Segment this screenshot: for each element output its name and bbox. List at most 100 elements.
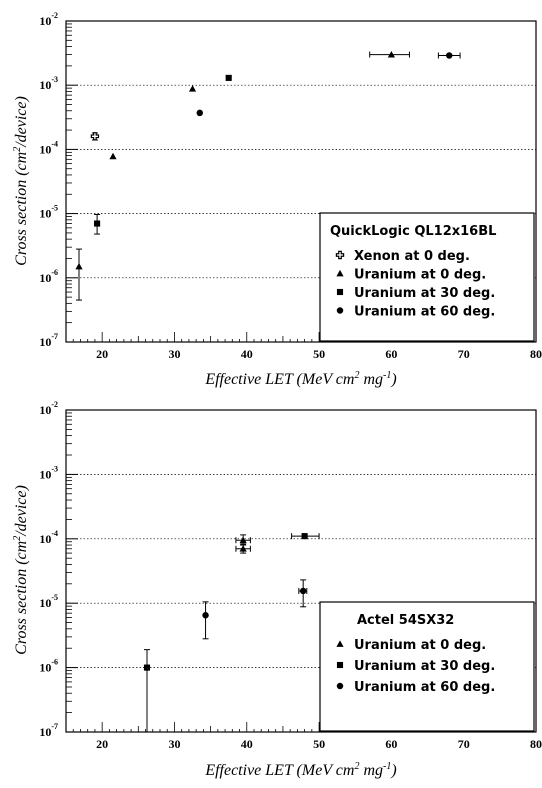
legend-entries-top: Xenon at 0 deg. Uranium at 0 deg. Uranium … (335, 249, 495, 320)
data-point-circle (445, 52, 453, 59)
legend-marker-circle (336, 682, 344, 690)
x-tick-label: 70 (458, 347, 470, 361)
x-tick-label: 80 (530, 347, 542, 361)
y-tick-exponent: -6 (51, 268, 58, 277)
y-axis-title-base: Cross section (cm (13, 541, 30, 655)
data-points-top (75, 50, 461, 301)
x-tick-label: 40 (241, 347, 253, 361)
y-tick-base: 10 (39, 78, 51, 92)
gridlines-top (66, 84, 536, 279)
y-tick-base: 10 (39, 725, 51, 739)
plot-frame-bottom (65, 409, 537, 733)
legend-label: Uranium at 30 deg. (354, 659, 495, 674)
y-tick-exponent: -3 (51, 464, 58, 473)
y-tick-exponent: -4 (51, 529, 58, 538)
legend-label: Uranium at 0 deg. (354, 638, 486, 653)
y-tick-label: 10-5 (39, 204, 58, 221)
legend-label: Uranium at 60 deg. (354, 305, 495, 320)
data-point-circle (299, 587, 307, 595)
x-tick-label: 50 (313, 347, 325, 361)
chart-top: 10-710-610-510-410-310-2 20 30 40 50 60 70 80 … (12, 11, 542, 388)
y-tick-exponent: -2 (51, 11, 58, 20)
data-point-circle (196, 109, 204, 117)
legend-label: Uranium at 0 deg. (354, 268, 486, 283)
legend-marker-square (336, 661, 344, 669)
y-tick-label: 10-2 (39, 400, 58, 417)
x-axis-title-mid: mg (359, 371, 383, 388)
legend-box-bottom (319, 601, 535, 732)
x-axis-title-base: Effective LET (MeV cm (204, 762, 354, 779)
chart-bottom: 10-710-610-510-410-310-2 20 30 40 50 60 70 80 … (12, 400, 542, 779)
y-tick-label: 10-4 (39, 529, 58, 546)
x-axis-title-sup2: -1 (383, 761, 391, 772)
legend-label: Xenon at 0 deg. (354, 249, 470, 264)
x-axis-title-tail: ) (390, 762, 396, 779)
data-point-circle (202, 612, 209, 619)
legend-marker-triangle (336, 640, 344, 647)
x-tick-label: 60 (385, 347, 397, 361)
y-ticks-bottom: 10-710-610-510-410-310-2 (39, 400, 78, 739)
y-tick-base: 10 (39, 335, 51, 349)
data-point-triangle (239, 536, 247, 544)
plot-frame-top (65, 20, 537, 343)
x-axis-title-mid: mg (359, 762, 383, 779)
x-tick-label: 50 (313, 737, 325, 751)
legend-marker-triangle (336, 269, 344, 277)
y-tick-exponent: -5 (51, 204, 58, 213)
x-axis-title-sup1: 2 (354, 761, 359, 772)
legend-label: Uranium at 30 deg. (354, 286, 495, 301)
legend-top: QuickLogic QL12x16BL Xenon at 0 deg. Uran… (319, 212, 535, 342)
y-axis-title-tail: /device) (13, 96, 30, 148)
data-point-square (94, 220, 101, 227)
y-tick-label: 10-2 (39, 11, 58, 28)
x-axis-title-base: Effective LET (MeV cm (204, 371, 354, 388)
y-tick-label: 10-5 (39, 593, 58, 610)
y-tick-exponent: -7 (51, 332, 58, 341)
data-points-bottom (143, 533, 320, 732)
y-axis-title-tail: /device) (13, 485, 30, 537)
y-axis-title-bottom: Cross section (cm2/device) (12, 485, 30, 655)
x-tick-label: 40 (241, 737, 253, 751)
data-point-triangle (188, 85, 197, 92)
legend-box-top (319, 212, 535, 342)
x-tick-label: 30 (168, 347, 180, 361)
x-tick-label: 20 (96, 737, 108, 751)
y-tick-exponent: -2 (51, 400, 58, 409)
y-tick-exponent: -6 (51, 658, 58, 667)
y-tick-base: 10 (39, 532, 51, 546)
legend-bottom: Actel 54SX32 Uranium at 0 deg.Uranium at… (319, 601, 535, 732)
y-tick-label: 10-7 (39, 332, 58, 349)
data-point-square (143, 664, 151, 671)
y-ticks-top: 10-710-610-510-410-310-2 (39, 11, 78, 349)
data-point-open-cross (90, 132, 100, 141)
y-tick-exponent: -7 (51, 722, 58, 731)
data-point-square (301, 533, 308, 540)
y-tick-label: 10-6 (39, 268, 58, 285)
data-point-triangle (239, 545, 247, 552)
x-tick-label: 30 (168, 737, 180, 751)
y-axis-title-top: Cross section (cm2/device) (12, 96, 30, 266)
y-tick-label: 10-3 (39, 464, 58, 481)
y-tick-base: 10 (39, 661, 51, 675)
data-point-triangle (109, 152, 117, 160)
y-tick-exponent: -3 (51, 75, 58, 84)
y-tick-exponent: -5 (51, 593, 58, 602)
legend-title-bottom: Actel 54SX32 (357, 613, 454, 628)
y-axis-title-sup: 2 (12, 536, 23, 541)
legend-title-top: QuickLogic QL12x16BL (330, 224, 496, 239)
x-axis-title-top: Effective LET (MeV cm2 mg-1) (204, 370, 396, 388)
data-point-square (225, 74, 232, 81)
y-axis-title-sup: 2 (12, 147, 23, 152)
x-axis-title-sup2: -1 (383, 370, 391, 381)
x-tick-label: 20 (96, 347, 108, 361)
y-tick-base: 10 (39, 271, 51, 285)
y-tick-label: 10-4 (39, 139, 58, 156)
legend-label: Uranium at 60 deg. (354, 680, 495, 695)
y-tick-base: 10 (39, 403, 51, 417)
y-tick-label: 10-6 (39, 658, 58, 675)
x-tick-label: 70 (458, 737, 470, 751)
legend-entries-bottom: Uranium at 0 deg. Uranium at 30 deg. Urani… (336, 638, 495, 695)
x-ticks-top: 20 30 40 50 60 70 80 (65, 332, 542, 361)
x-tick-label: 80 (530, 737, 542, 751)
